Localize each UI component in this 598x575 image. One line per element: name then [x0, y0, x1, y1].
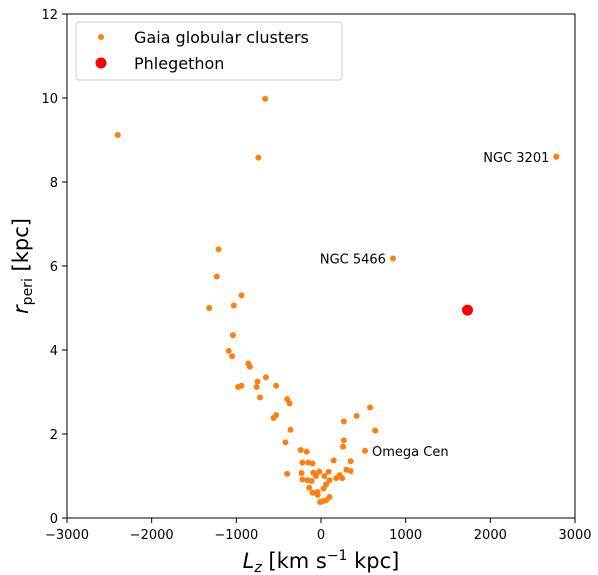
- x-label-unit-end: kpc]: [347, 549, 399, 573]
- gaia-cluster-point: [273, 412, 280, 419]
- gaia-cluster-point: [339, 475, 346, 482]
- y-label-symbol: r: [9, 304, 33, 314]
- gaia-cluster-point: [297, 446, 304, 453]
- gaia-cluster-point: [330, 457, 337, 464]
- gaia-cluster-point: [340, 418, 347, 425]
- gaia-cluster-point: [389, 255, 396, 262]
- x-tick-label: −2000: [130, 528, 174, 543]
- gaia-cluster-point: [299, 459, 306, 466]
- gaia-cluster-point: [298, 470, 305, 477]
- x-axis-ticks: −3000 −2000 −1000 0 1000 2000 3000: [45, 518, 592, 543]
- y-tick-label: 10: [41, 92, 58, 107]
- gaia-cluster-point: [262, 95, 269, 102]
- gaia-cluster-point: [245, 360, 252, 367]
- y-axis-label: rperi [kpc]: [9, 218, 36, 314]
- gaia-cluster-point: [273, 382, 280, 389]
- gaia-cluster-point: [286, 400, 293, 407]
- annotation-label: Omega Cen: [372, 445, 449, 460]
- gaia-cluster-point: [213, 273, 220, 280]
- y-axis-ticks: 0 2 4 6 8 10 12: [41, 8, 67, 527]
- gaia-cluster-point: [326, 494, 333, 500]
- x-tick-label: −3000: [45, 528, 89, 543]
- y-tick-label: 6: [50, 260, 58, 275]
- y-label-subscript: peri: [20, 278, 36, 305]
- legend-box: [75, 21, 343, 81]
- gaia-cluster-point: [238, 382, 245, 389]
- x-axis-label: Lz [km s−1 kpc]: [243, 548, 400, 575]
- x-tick-label: 2000: [474, 528, 507, 543]
- x-tick-label: 0: [317, 528, 325, 543]
- x-tick-label: 1000: [389, 528, 422, 543]
- gaia-cluster-point: [314, 488, 321, 495]
- gaia-cluster-point: [253, 383, 260, 390]
- gaia-cluster-point: [333, 475, 340, 482]
- gaia-cluster-point: [347, 467, 354, 474]
- gaia-cluster-point: [262, 374, 269, 381]
- x-label-symbol: L: [243, 549, 255, 573]
- gaia-cluster-point: [229, 353, 236, 360]
- data-points-layer: [114, 95, 560, 506]
- gaia-cluster-point: [303, 448, 310, 455]
- gaia-cluster-point: [238, 292, 245, 299]
- gaia-cluster-point: [308, 478, 315, 485]
- gaia-cluster-point: [309, 460, 316, 467]
- gaia-cluster-point: [316, 468, 323, 475]
- gaia-cluster-point: [254, 378, 261, 385]
- annotations-layer: NGC 3201 NGC 5466 Omega Cen: [320, 151, 550, 460]
- gaia-cluster-point: [367, 404, 374, 411]
- gaia-cluster-point: [287, 426, 294, 433]
- annotation-label: NGC 5466: [320, 252, 386, 267]
- gaia-cluster-point: [310, 469, 317, 476]
- gaia-cluster-point: [255, 154, 262, 161]
- y-tick-label: 12: [41, 8, 58, 23]
- gaia-cluster-point: [229, 332, 236, 339]
- legend-label-gaia: Gaia globular clusters: [134, 28, 309, 47]
- gaia-cluster-point: [326, 477, 333, 484]
- x-label-unit: [km s: [262, 549, 327, 573]
- gaia-cluster-point: [372, 427, 379, 434]
- gaia-cluster-point: [325, 468, 332, 475]
- gaia-cluster-point: [282, 439, 289, 446]
- x-tick-label: 3000: [558, 528, 591, 543]
- gaia-cluster-point: [309, 489, 316, 496]
- legend-marker-gaia: [98, 34, 104, 40]
- gaia-cluster-point: [321, 473, 328, 479]
- gaia-cluster-point: [553, 153, 560, 160]
- phlegethon-point: [461, 304, 473, 316]
- legend-marker-phlegethon: [95, 57, 107, 69]
- gaia-cluster-point: [284, 470, 291, 477]
- gaia-cluster-point: [299, 476, 306, 483]
- gaia-cluster-point: [257, 394, 264, 401]
- y-label-unit: [kpc]: [9, 218, 33, 278]
- gaia-cluster-point: [353, 412, 360, 419]
- legend-label-phlegethon: Phlegethon: [134, 54, 224, 73]
- legend: Gaia globular clusters Phlegethon: [75, 21, 343, 81]
- gaia-cluster-point: [362, 447, 369, 454]
- y-tick-label: 8: [50, 176, 58, 191]
- gaia-cluster-point: [323, 481, 330, 488]
- gaia-cluster-point: [230, 302, 237, 309]
- y-tick-label: 4: [50, 344, 58, 359]
- gaia-cluster-point: [114, 131, 121, 138]
- y-tick-label: 2: [50, 428, 58, 443]
- gaia-cluster-point: [215, 246, 222, 253]
- annotation-label: NGC 3201: [483, 151, 549, 166]
- x-label-subscript: z: [253, 560, 262, 575]
- gaia-cluster-point: [340, 437, 347, 444]
- x-label-exponent: −1: [327, 548, 348, 564]
- gaia-cluster-point: [340, 443, 347, 450]
- gaia-cluster-point: [225, 347, 232, 354]
- x-tick-label: −1000: [214, 528, 258, 543]
- gaia-cluster-point: [306, 484, 313, 491]
- y-tick-label: 0: [50, 512, 58, 527]
- gaia-cluster-point: [347, 458, 354, 465]
- gaia-cluster-point: [206, 305, 213, 311]
